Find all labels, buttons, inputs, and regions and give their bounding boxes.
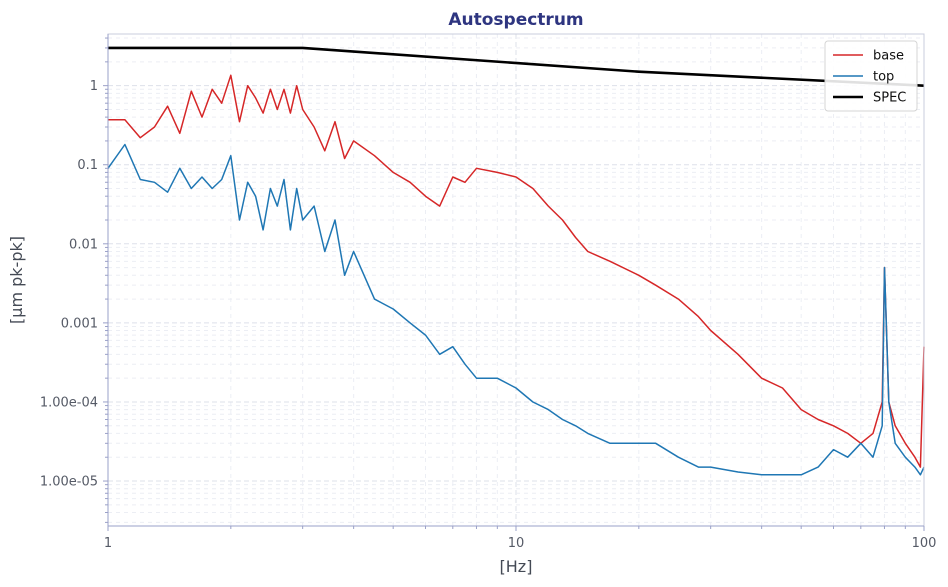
legend-box (824, 40, 918, 112)
series-line-base (108, 74, 925, 468)
y-axis-label: [µm pk-pk] (7, 236, 26, 324)
series-line-top (107, 143, 925, 476)
y-tick-label: 1 (90, 79, 98, 94)
x-tick-label: 10 (508, 536, 525, 551)
tick-labels: 1 10 100 1 0.1 0.01 0.001 1.00e-04 1.00e-05 (40, 79, 937, 551)
y-tick-label: 0.1 (77, 158, 98, 173)
plot-area (107, 46, 925, 476)
legend: base top SPEC (824, 40, 918, 112)
legend-label-base: base (873, 49, 904, 64)
series-line-spec (108, 46, 925, 87)
y-tick-label: 1.00e-05 (40, 475, 98, 490)
legend-label-spec: SPEC (873, 91, 906, 106)
y-tick-label: 1.00e-04 (40, 395, 98, 410)
y-tick-label: 0.01 (69, 237, 98, 252)
x-axis-label: [Hz] (500, 557, 533, 576)
x-tick-label: 1 (104, 536, 112, 551)
chart-axes (103, 33, 925, 531)
x-tick-label: 100 (912, 536, 937, 551)
y-tick-label: 0.001 (61, 316, 98, 331)
chart-grid (107, 34, 924, 526)
legend-label-top: top (873, 70, 894, 85)
chart-title: Autospectrum (448, 10, 583, 30)
